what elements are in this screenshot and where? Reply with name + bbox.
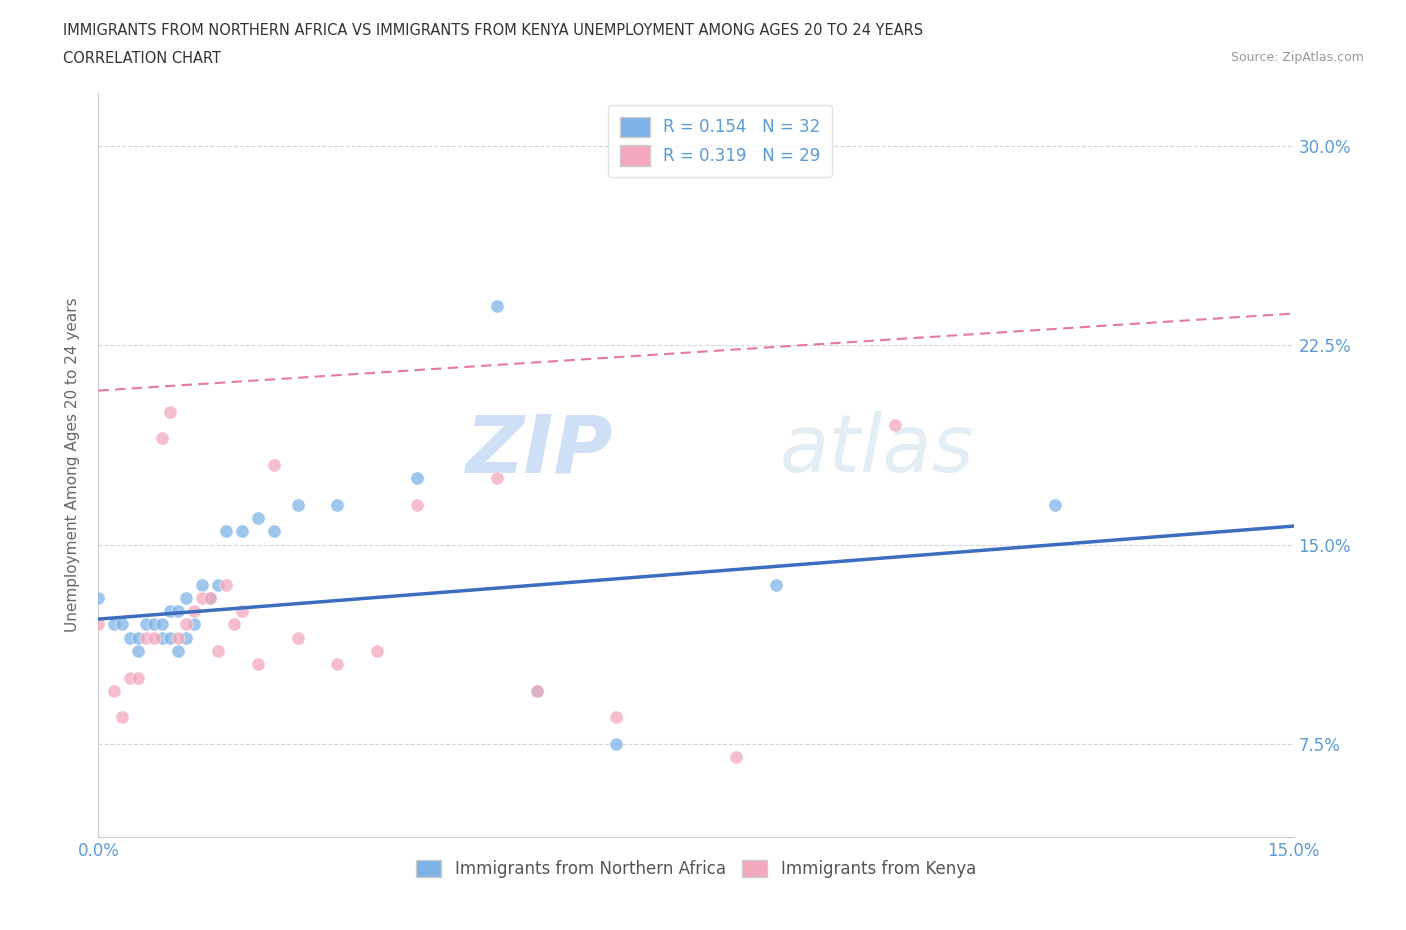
Point — [198, 591, 221, 605]
Point — [191, 578, 214, 592]
Point — [159, 405, 181, 419]
Point — [183, 604, 205, 618]
Point — [167, 604, 190, 618]
Point — [103, 684, 125, 698]
Point — [1043, 498, 1066, 512]
Point — [135, 617, 157, 631]
Point — [406, 498, 429, 512]
Point — [326, 498, 349, 512]
Point — [287, 631, 309, 645]
Point — [605, 710, 627, 724]
Point — [143, 631, 166, 645]
Point — [87, 591, 110, 605]
Point — [198, 591, 221, 605]
Point — [263, 524, 285, 538]
Point — [127, 644, 149, 658]
Text: ZIP: ZIP — [465, 411, 613, 489]
Point — [143, 617, 166, 631]
Point — [111, 710, 134, 724]
Text: IMMIGRANTS FROM NORTHERN AFRICA VS IMMIGRANTS FROM KENYA UNEMPLOYMENT AMONG AGES: IMMIGRANTS FROM NORTHERN AFRICA VS IMMIG… — [63, 23, 924, 38]
Point — [231, 524, 253, 538]
Point — [526, 684, 548, 698]
Point — [246, 657, 269, 671]
Point — [167, 631, 190, 645]
Point — [103, 617, 125, 631]
Point — [150, 617, 173, 631]
Point — [191, 591, 214, 605]
Point — [159, 631, 181, 645]
Point — [246, 511, 269, 525]
Point — [231, 604, 253, 618]
Point — [174, 591, 197, 605]
Point — [724, 750, 747, 764]
Point — [207, 644, 229, 658]
Point — [215, 524, 238, 538]
Point — [111, 617, 134, 631]
Point — [127, 631, 149, 645]
Point — [215, 578, 238, 592]
Point — [287, 498, 309, 512]
Point — [135, 631, 157, 645]
Point — [174, 617, 197, 631]
Point — [485, 299, 508, 313]
Point — [366, 644, 388, 658]
Point — [263, 458, 285, 472]
Point — [183, 617, 205, 631]
Point — [884, 418, 907, 432]
Point — [167, 644, 190, 658]
Point — [207, 578, 229, 592]
Point — [485, 471, 508, 485]
Point — [159, 604, 181, 618]
Point — [174, 631, 197, 645]
Text: CORRELATION CHART: CORRELATION CHART — [63, 51, 221, 66]
Text: Source: ZipAtlas.com: Source: ZipAtlas.com — [1230, 51, 1364, 64]
Point — [150, 431, 173, 445]
Point — [87, 617, 110, 631]
Point — [222, 617, 245, 631]
Y-axis label: Unemployment Among Ages 20 to 24 years: Unemployment Among Ages 20 to 24 years — [65, 298, 80, 632]
Point — [150, 631, 173, 645]
Point — [120, 631, 142, 645]
Point — [406, 471, 429, 485]
Point — [765, 578, 787, 592]
Point — [127, 671, 149, 685]
Text: atlas: atlas — [779, 411, 974, 489]
Point — [326, 657, 349, 671]
Point — [120, 671, 142, 685]
Point — [526, 684, 548, 698]
Point — [605, 737, 627, 751]
Legend: Immigrants from Northern Africa, Immigrants from Kenya: Immigrants from Northern Africa, Immigra… — [409, 853, 983, 884]
